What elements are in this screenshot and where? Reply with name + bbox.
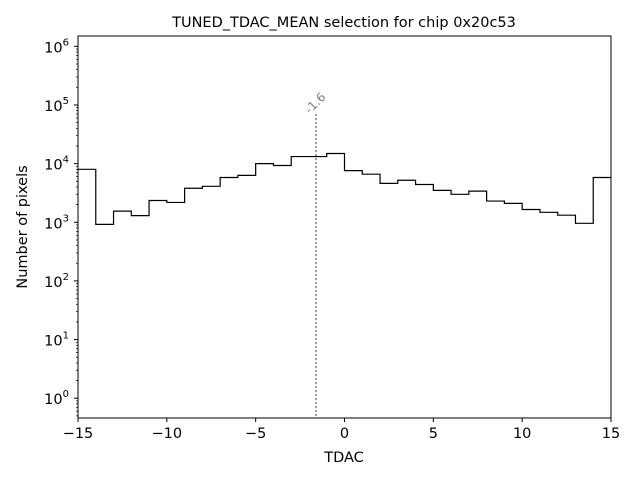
mean-marker-label: -1.6: [302, 90, 328, 116]
x-tick-label: 10: [513, 426, 531, 442]
y-tick-label: 102: [44, 272, 69, 291]
chart-title: TUNED_TDAC_MEAN selection for chip 0x20c…: [171, 15, 516, 31]
y-tick-label: 100: [44, 389, 69, 408]
x-tick-label: 0: [340, 426, 349, 442]
y-tick-label: 104: [44, 155, 69, 174]
y-tick-label: 106: [44, 37, 69, 56]
y-axis-label: Number of pixels: [15, 165, 31, 288]
y-tick-label: 101: [44, 331, 69, 350]
x-tick-label: −10: [152, 426, 183, 442]
x-tick-label: 15: [602, 426, 620, 442]
x-tick-label: 5: [429, 426, 438, 442]
plot-frame: [77, 35, 612, 419]
y-tick-label: 103: [44, 213, 69, 232]
x-tick-label: −5: [245, 426, 266, 442]
x-tick-label: −15: [63, 426, 94, 442]
y-tick-label: 105: [44, 96, 69, 115]
histogram-step-line: [78, 152, 611, 225]
x-axis-label: TDAC: [323, 450, 364, 466]
